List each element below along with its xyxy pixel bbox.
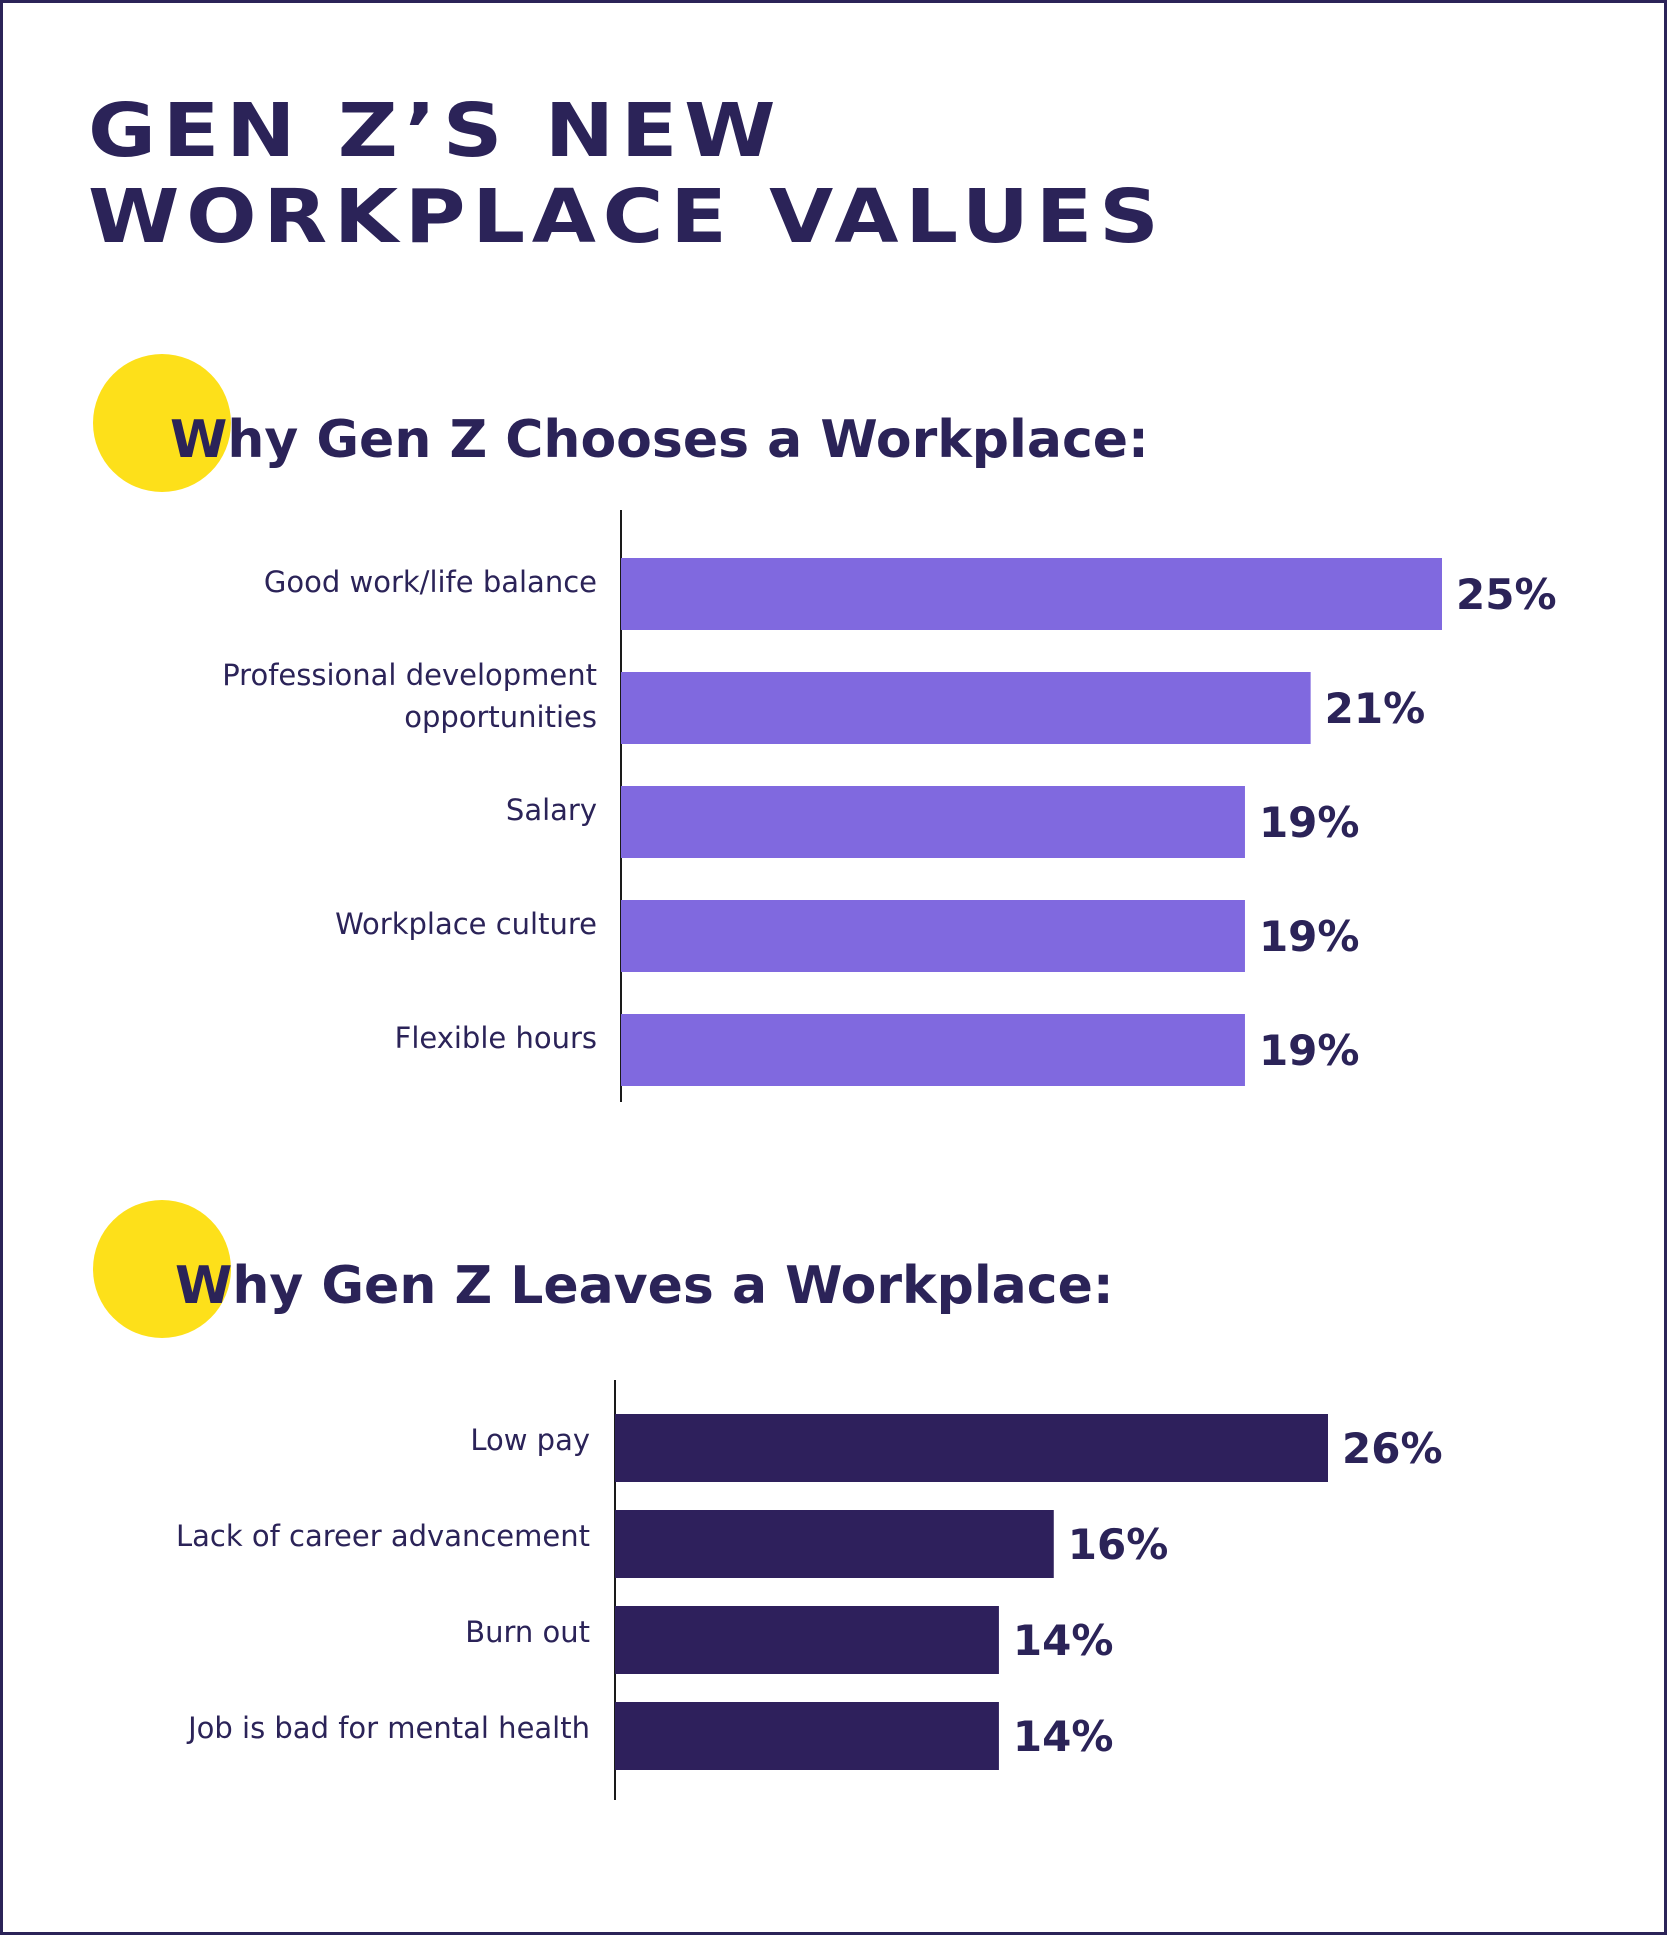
category-label-2: Salary: [506, 793, 597, 827]
category-label-3: Workplace culture: [335, 907, 597, 941]
value-label-4: 19%: [1259, 1026, 1360, 1075]
category-label-2: Burn out: [465, 1615, 590, 1649]
category-label-3: Job is bad for mental health: [186, 1711, 590, 1745]
bar-3: [621, 900, 1245, 972]
bar-0: [615, 1414, 1328, 1482]
category-label-0: Good work/life balance: [264, 565, 597, 599]
value-label-1: 16%: [1068, 1520, 1169, 1569]
main-title-line-2: WORKPLACE VALUES: [88, 174, 1166, 260]
bar-1: [615, 1510, 1054, 1578]
bar-2: [621, 786, 1245, 858]
bar-2: [615, 1606, 999, 1674]
leaves-bar-chart: 26% Low pay 16% Lack of career advancement 1…: [176, 1380, 1443, 1800]
category-label-0: Low pay: [470, 1423, 590, 1457]
main-title-line-1: GEN Z’S NEW: [88, 88, 783, 174]
value-label-3: 14%: [1013, 1712, 1114, 1761]
value-label-0: 26%: [1342, 1424, 1443, 1473]
value-label-0: 25%: [1456, 570, 1557, 619]
value-label-3: 19%: [1259, 912, 1360, 961]
value-label-1: 21%: [1325, 684, 1426, 733]
value-label-2: 19%: [1259, 798, 1360, 847]
chooses-heading: Why Gen Z Chooses a Workplace:: [170, 410, 1149, 470]
bar-1: [621, 672, 1311, 744]
category-label-1-line-1: opportunities: [404, 700, 597, 734]
category-label-4: Flexible hours: [395, 1021, 597, 1055]
yellow-dot-chooses: [93, 354, 231, 492]
bar-0: [621, 558, 1442, 630]
yellow-dot-leaves: [93, 1200, 231, 1338]
value-label-2: 14%: [1013, 1616, 1114, 1665]
leaves-heading: Why Gen Z Leaves a Workplace:: [175, 1256, 1114, 1316]
category-label-1-line-0: Professional development: [222, 658, 597, 692]
category-label-1: Lack of career advancement: [176, 1519, 590, 1553]
bar-4: [621, 1014, 1245, 1086]
chooses-bar-chart: 25% Good work/life balance 21% Professional…: [222, 510, 1557, 1102]
main-title: GEN Z’S NEW WORKPLACE VALUES: [88, 88, 1432, 260]
bar-3: [615, 1702, 999, 1770]
